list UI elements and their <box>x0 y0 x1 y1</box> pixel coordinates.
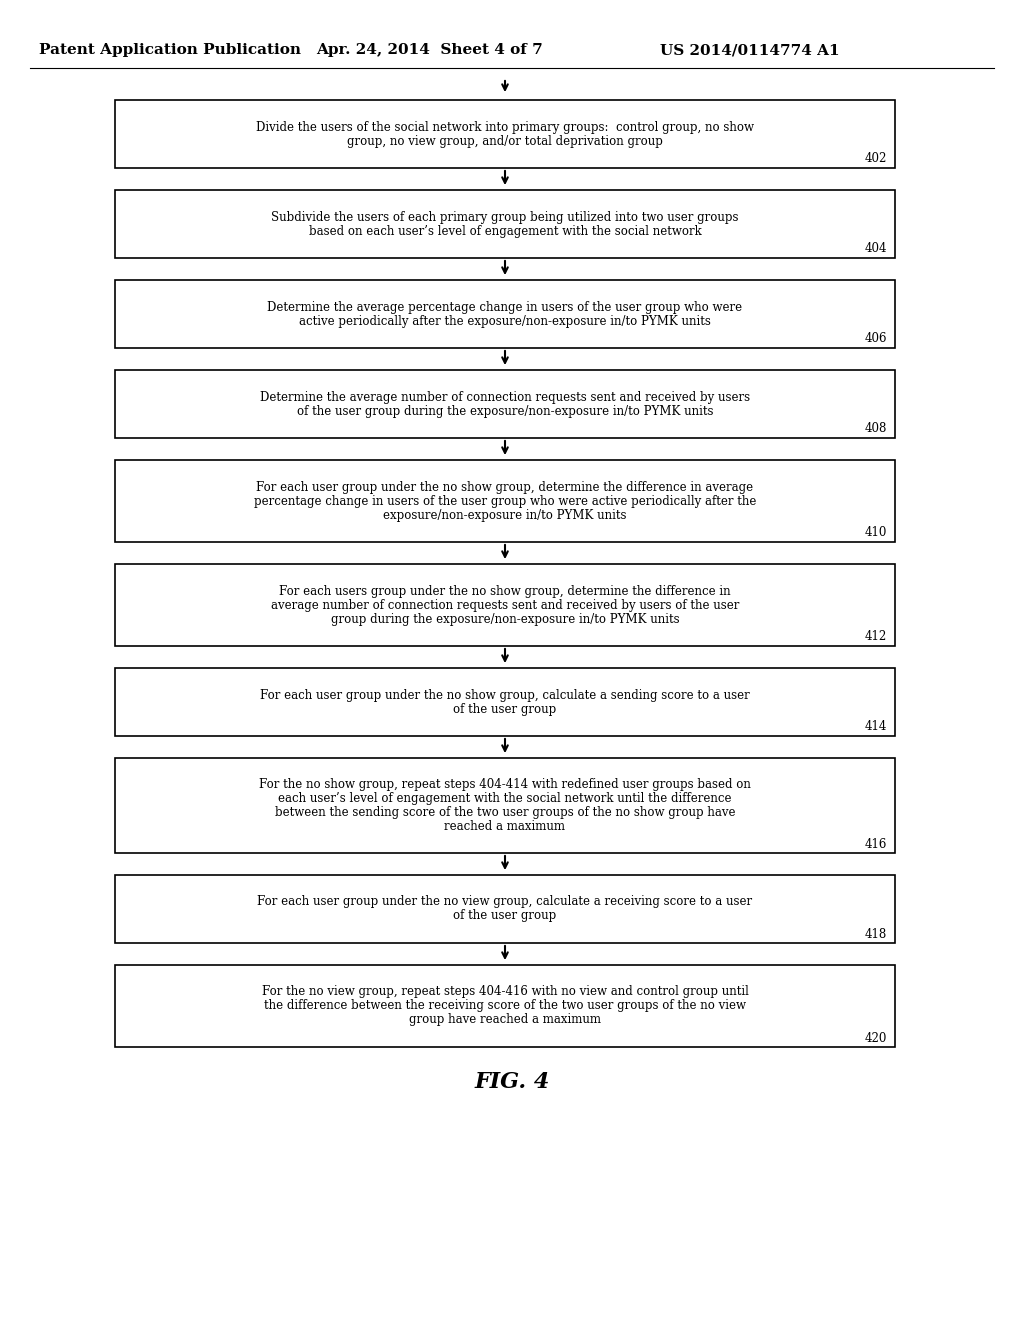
Text: For each users group under the no show group, determine the difference in: For each users group under the no show g… <box>280 585 731 598</box>
FancyBboxPatch shape <box>115 875 895 942</box>
Text: exposure/non-exposure in/to PYMK units: exposure/non-exposure in/to PYMK units <box>383 508 627 521</box>
Text: 412: 412 <box>864 631 887 644</box>
Text: of the user group during the exposure/non-exposure in/to PYMK units: of the user group during the exposure/no… <box>297 404 714 417</box>
Text: Apr. 24, 2014  Sheet 4 of 7: Apr. 24, 2014 Sheet 4 of 7 <box>316 44 544 57</box>
Text: group have reached a maximum: group have reached a maximum <box>409 1014 601 1027</box>
Text: FIG. 4: FIG. 4 <box>474 1071 550 1093</box>
Text: active periodically after the exposure/non-exposure in/to PYMK units: active periodically after the exposure/n… <box>299 314 711 327</box>
Text: between the sending score of the two user groups of the no show group have: between the sending score of the two use… <box>274 807 735 818</box>
Text: 418: 418 <box>864 928 887 940</box>
Text: 420: 420 <box>864 1031 887 1044</box>
Text: Divide the users of the social network into primary groups:  control group, no s: Divide the users of the social network i… <box>256 120 754 133</box>
Text: 414: 414 <box>864 721 887 734</box>
Text: 402: 402 <box>864 153 887 165</box>
FancyBboxPatch shape <box>115 758 895 853</box>
Text: Determine the average percentage change in users of the user group who were: Determine the average percentage change … <box>267 301 742 314</box>
Text: group, no view group, and/or total deprivation group: group, no view group, and/or total depri… <box>347 135 663 148</box>
Text: reached a maximum: reached a maximum <box>444 820 565 833</box>
Text: For each user group under the no view group, calculate a receiving score to a us: For each user group under the no view gr… <box>257 895 753 908</box>
Text: Determine the average number of connection requests sent and received by users: Determine the average number of connecti… <box>260 391 750 404</box>
FancyBboxPatch shape <box>115 668 895 737</box>
FancyBboxPatch shape <box>115 100 895 168</box>
Text: For the no show group, repeat steps 404-414 with redefined user groups based on: For the no show group, repeat steps 404-… <box>259 777 751 791</box>
Text: 410: 410 <box>864 527 887 540</box>
FancyBboxPatch shape <box>115 965 895 1047</box>
Text: percentage change in users of the user group who were active periodically after : percentage change in users of the user g… <box>254 495 756 507</box>
Text: 404: 404 <box>864 243 887 256</box>
Text: US 2014/0114774 A1: US 2014/0114774 A1 <box>660 44 840 57</box>
Text: 416: 416 <box>864 837 887 850</box>
FancyBboxPatch shape <box>115 280 895 348</box>
Text: For each user group under the no show group, calculate a sending score to a user: For each user group under the no show gr… <box>260 689 750 701</box>
FancyBboxPatch shape <box>115 370 895 438</box>
Text: Subdivide the users of each primary group being utilized into two user groups: Subdivide the users of each primary grou… <box>271 210 738 223</box>
Text: average number of connection requests sent and received by users of the user: average number of connection requests se… <box>270 598 739 611</box>
Text: the difference between the receiving score of the two user groups of the no view: the difference between the receiving sco… <box>264 999 746 1012</box>
Text: For the no view group, repeat steps 404-416 with no view and control group until: For the no view group, repeat steps 404-… <box>261 986 749 998</box>
Text: 408: 408 <box>864 422 887 436</box>
FancyBboxPatch shape <box>115 190 895 257</box>
Text: Patent Application Publication: Patent Application Publication <box>39 44 301 57</box>
Text: group during the exposure/non-exposure in/to PYMK units: group during the exposure/non-exposure i… <box>331 612 679 626</box>
FancyBboxPatch shape <box>115 564 895 645</box>
FancyBboxPatch shape <box>115 459 895 543</box>
Text: each user’s level of engagement with the social network until the difference: each user’s level of engagement with the… <box>279 792 732 805</box>
Text: of the user group: of the user group <box>454 702 557 715</box>
Text: For each user group under the no show group, determine the difference in average: For each user group under the no show gr… <box>256 480 754 494</box>
Text: based on each user’s level of engagement with the social network: based on each user’s level of engagement… <box>308 224 701 238</box>
Text: of the user group: of the user group <box>454 909 557 923</box>
Text: 406: 406 <box>864 333 887 346</box>
